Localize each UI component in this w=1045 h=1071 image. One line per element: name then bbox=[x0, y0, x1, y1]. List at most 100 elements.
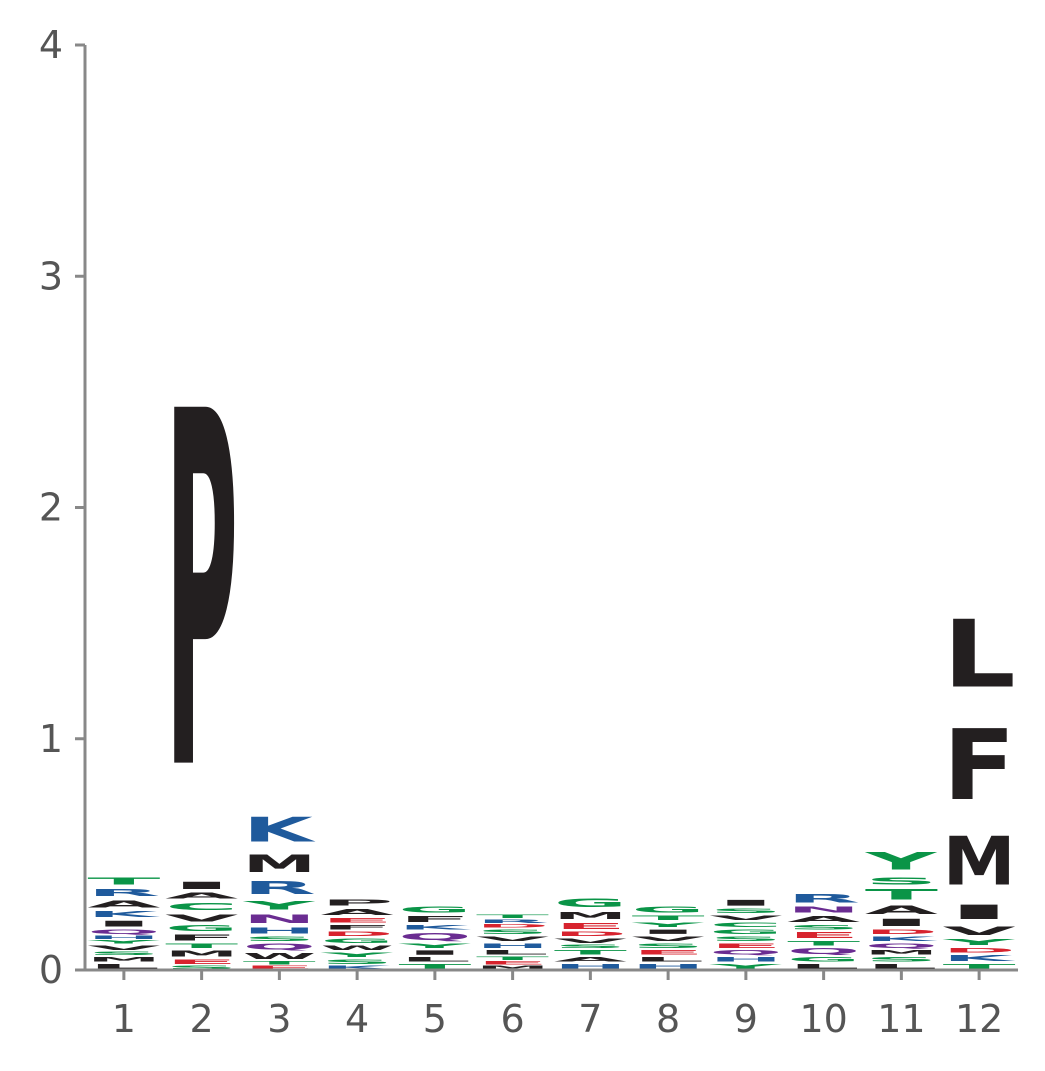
logo-letter: Y bbox=[942, 938, 1015, 947]
logo-letter: H bbox=[554, 963, 627, 970]
x-tick-label: 1 bbox=[112, 997, 136, 1041]
x-ticks: 1 2 3 4 5 6 7 8 9 10 11 12 bbox=[112, 970, 1003, 1041]
logo-letter: T bbox=[165, 942, 238, 949]
logo-letter: A bbox=[321, 908, 394, 917]
logo-letter: H bbox=[243, 926, 316, 935]
logo-letter: Y bbox=[398, 942, 471, 949]
logo-letter: S bbox=[165, 965, 238, 970]
logo-letter: D bbox=[943, 947, 1016, 954]
logo-letter: R bbox=[787, 891, 860, 905]
logo-letter: P bbox=[321, 898, 394, 907]
logo-letter: F bbox=[943, 710, 1016, 823]
logo-letter: N bbox=[787, 905, 860, 914]
logo-letter: L bbox=[87, 963, 160, 970]
logo-letter: K bbox=[243, 811, 316, 850]
logo-letter: W bbox=[321, 945, 394, 952]
logo-letter: A bbox=[165, 891, 238, 900]
logo-letter: S bbox=[632, 942, 705, 949]
logo-letter: K bbox=[865, 935, 938, 942]
logo-letter: E bbox=[632, 949, 705, 956]
y-ticks: 0 1 2 3 4 bbox=[39, 23, 85, 992]
logo-letter: T bbox=[865, 887, 938, 903]
logo-letter: S bbox=[554, 945, 627, 950]
logo-letter: L bbox=[865, 963, 938, 970]
logo-letter: F bbox=[165, 933, 238, 942]
logo-letter: G bbox=[321, 938, 394, 945]
logo-letter: T bbox=[398, 963, 471, 970]
logo-letter: H bbox=[476, 942, 549, 949]
logo-letter: E bbox=[243, 965, 316, 970]
logo-letter: I bbox=[87, 919, 160, 928]
logo-letter: E bbox=[476, 961, 549, 966]
logo-letter: V bbox=[165, 912, 238, 923]
logo-letter: T bbox=[787, 940, 860, 947]
logo-letter: N bbox=[243, 912, 316, 926]
logo-letter: W bbox=[243, 952, 316, 961]
logo-letter: A bbox=[865, 903, 938, 917]
logo-letter: M bbox=[243, 850, 316, 878]
logo-letter: M bbox=[87, 956, 160, 963]
logo-letter: T bbox=[476, 956, 549, 961]
x-tick-label: 11 bbox=[877, 997, 925, 1041]
logo-letter: F bbox=[398, 915, 471, 924]
logo-letter: Q bbox=[865, 942, 938, 949]
logo-letter: S bbox=[87, 951, 160, 956]
logo-letter: D bbox=[865, 928, 938, 935]
logo-letter: D bbox=[321, 931, 394, 938]
logo-letter: S bbox=[476, 928, 549, 935]
logo-letter: S bbox=[865, 875, 938, 887]
logo-letter: Y bbox=[709, 963, 782, 970]
y-tick-label: 3 bbox=[39, 254, 63, 298]
logo-letter: I bbox=[709, 898, 782, 907]
logo-letter: T bbox=[554, 949, 627, 956]
logo-letter: I bbox=[632, 928, 705, 935]
logo-letter: S bbox=[787, 924, 860, 931]
x-tick-label: 9 bbox=[734, 997, 758, 1041]
logo-letter: M bbox=[554, 910, 627, 922]
logo-letter: K bbox=[87, 910, 160, 919]
logo-letter: I bbox=[398, 949, 471, 956]
logo-letter: S bbox=[865, 956, 938, 963]
logo-letter: G bbox=[398, 905, 471, 914]
logo-letter: L bbox=[398, 956, 471, 963]
logo-letter: L bbox=[787, 963, 860, 970]
logo-letter: E bbox=[321, 917, 394, 924]
logo-letter: C bbox=[165, 901, 238, 913]
y-tick-label: 2 bbox=[39, 486, 63, 530]
logo-letter: M bbox=[476, 965, 549, 970]
logo-letter: V bbox=[709, 915, 782, 922]
logo-letter: K bbox=[321, 965, 394, 970]
logo-letter: E bbox=[709, 942, 782, 949]
logo-letter: Y bbox=[864, 847, 938, 875]
y-tick-label: 0 bbox=[39, 948, 63, 992]
logo-letter: K bbox=[398, 924, 471, 931]
logo-letter: H bbox=[87, 935, 160, 940]
logo-letter: I bbox=[865, 917, 938, 929]
logo-letter: Y bbox=[242, 899, 315, 913]
x-tick-label: 3 bbox=[267, 997, 291, 1041]
logo-letter: T bbox=[87, 875, 160, 887]
logo-letter: R bbox=[87, 887, 160, 899]
logo-letter: Q bbox=[787, 947, 860, 956]
logo-letter: E bbox=[787, 931, 860, 940]
x-tick-label: 2 bbox=[190, 997, 214, 1041]
x-tick-label: 10 bbox=[799, 997, 847, 1041]
y-tick-label: 1 bbox=[39, 717, 63, 761]
logo-letter: Q bbox=[709, 949, 782, 956]
logo-letter: K bbox=[943, 954, 1016, 963]
logo-letter: Q bbox=[87, 928, 160, 935]
logo-letter: R bbox=[243, 878, 316, 899]
logo-letter: E bbox=[554, 921, 627, 930]
logo-letter: A bbox=[554, 956, 627, 963]
x-tick-label: 7 bbox=[578, 997, 602, 1041]
logo-letter: G bbox=[632, 905, 705, 914]
logo-letters: LMSVYHQIKARTSEMTFGVCAIPETWQSHNYRMKKSYWGD… bbox=[87, 311, 1016, 970]
